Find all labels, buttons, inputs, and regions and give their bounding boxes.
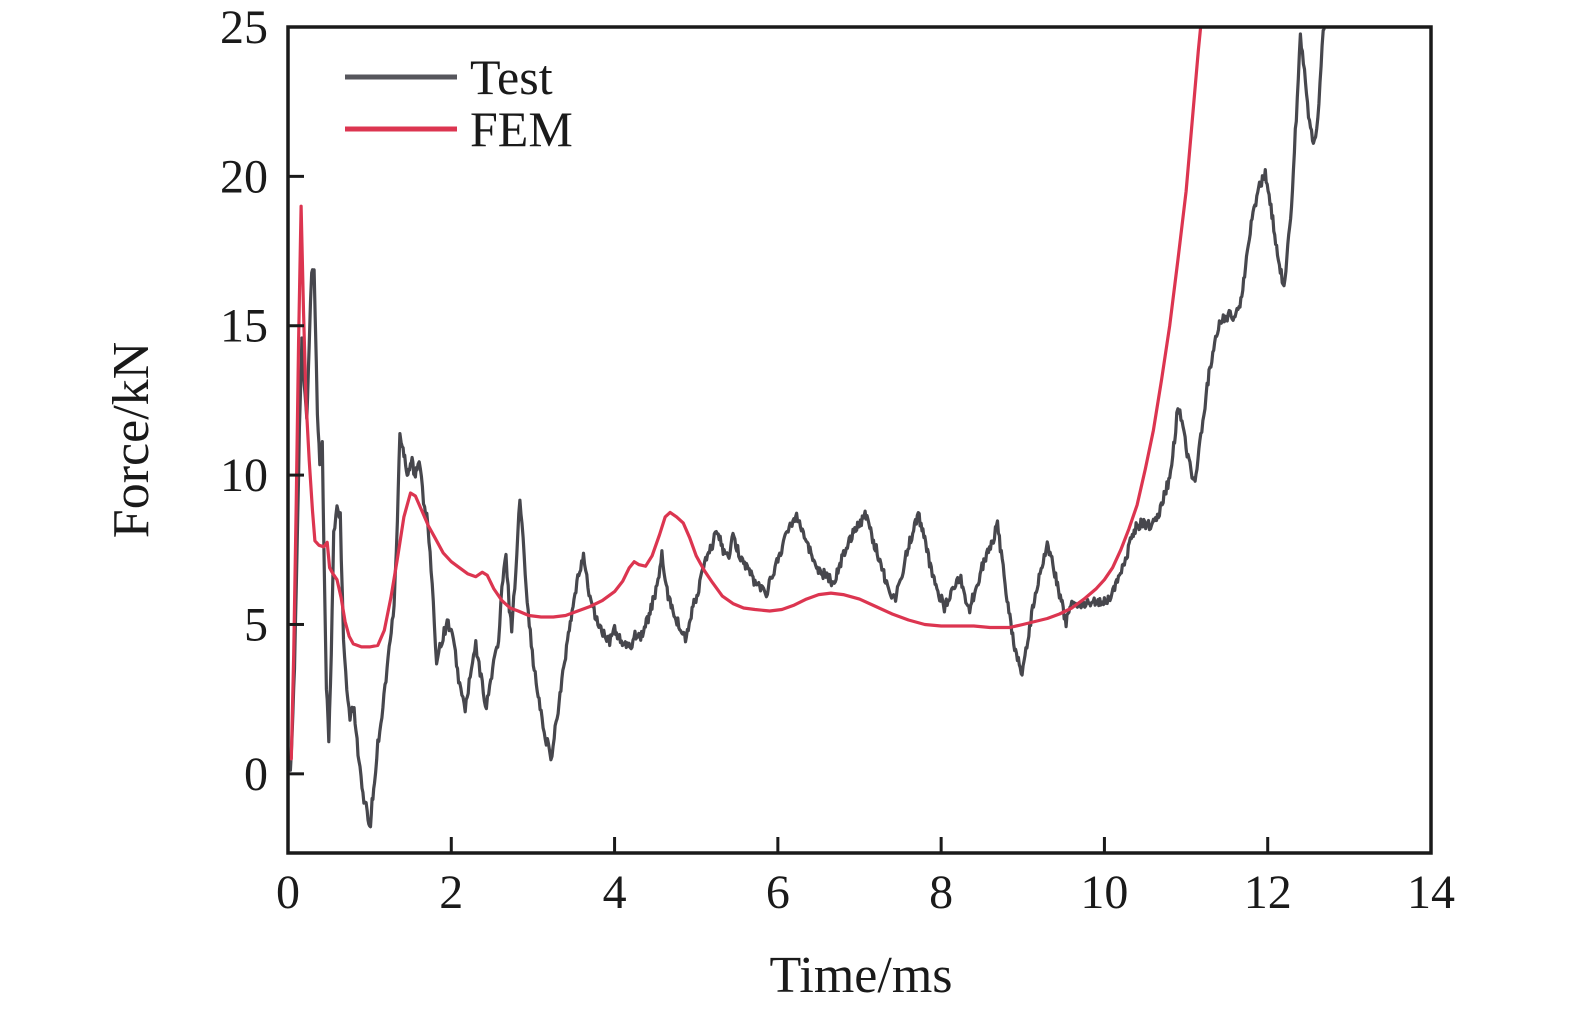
y-axis-title: Force/kN <box>103 342 160 538</box>
x-tick-label: 0 <box>276 866 300 919</box>
x-tick-label: 4 <box>603 866 627 919</box>
x-tick-label: 8 <box>929 866 953 919</box>
y-tick-label: 10 <box>220 449 268 502</box>
plot-frame <box>286 25 1433 855</box>
curve-layer <box>288 27 1326 829</box>
axis-ticks <box>286 25 1433 853</box>
y-tick-label: 15 <box>220 300 268 353</box>
y-tick-label: 0 <box>244 748 268 801</box>
fem-curve <box>289 27 1203 761</box>
x-tick-label: 10 <box>1080 866 1128 919</box>
y-tick-label: 25 <box>220 1 268 54</box>
test-curve <box>288 27 1326 829</box>
y-tick-label: 20 <box>220 150 268 203</box>
legend-test-label: Test <box>470 49 553 105</box>
y-tick-label: 5 <box>244 598 268 651</box>
x-tick-label: 2 <box>439 866 463 919</box>
x-tick-label: 6 <box>766 866 790 919</box>
legend-fem-label: FEM <box>470 101 573 157</box>
x-axis-title: Time/ms <box>769 947 952 1004</box>
x-tick-label: 14 <box>1407 866 1455 919</box>
axis-tick-labels: 0 2 4 6 8 10 12 14 0 5 10 15 20 25 <box>220 1 1455 919</box>
x-tick-label: 12 <box>1244 866 1292 919</box>
legend: Test FEM <box>345 49 573 157</box>
